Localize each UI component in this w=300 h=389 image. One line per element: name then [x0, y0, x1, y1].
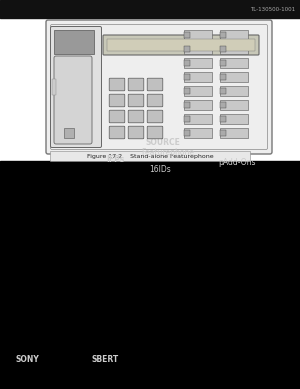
Bar	[220, 116, 226, 122]
Bar	[220, 114, 248, 124]
Bar	[220, 86, 248, 96]
Bar	[184, 72, 212, 82]
FancyBboxPatch shape	[128, 110, 144, 123]
Bar	[184, 46, 190, 52]
Bar	[184, 100, 212, 110]
Text: 16IDs: 16IDs	[149, 165, 171, 173]
Bar	[184, 60, 190, 66]
Text: TL-130500-1001: TL-130500-1001	[250, 7, 295, 12]
Bar	[184, 88, 190, 94]
Bar	[184, 102, 190, 108]
Text: pAdd-Ons: pAdd-Ons	[218, 158, 256, 166]
FancyBboxPatch shape	[147, 78, 163, 91]
Bar	[220, 46, 226, 52]
Bar	[220, 32, 226, 38]
FancyBboxPatch shape	[109, 110, 125, 123]
Bar	[184, 116, 190, 122]
Bar	[107, 39, 255, 51]
Bar	[0, 161, 300, 389]
Text: Featurephone: Featurephone	[142, 147, 194, 156]
Bar	[184, 114, 212, 124]
Bar	[54, 30, 94, 54]
Bar	[220, 74, 226, 80]
FancyBboxPatch shape	[109, 78, 125, 91]
FancyBboxPatch shape	[50, 26, 101, 147]
Text: SOURCE: SOURCE	[146, 137, 180, 147]
FancyBboxPatch shape	[147, 110, 163, 123]
Bar	[184, 58, 212, 68]
FancyBboxPatch shape	[46, 20, 272, 154]
Bar	[220, 44, 248, 54]
FancyBboxPatch shape	[128, 78, 144, 91]
Bar	[220, 100, 248, 110]
Bar	[220, 102, 226, 108]
Bar	[220, 30, 248, 40]
Bar	[220, 58, 248, 68]
Text: SONY: SONY	[15, 356, 39, 364]
Bar	[52, 79, 56, 95]
Bar	[184, 74, 190, 80]
Bar	[220, 60, 226, 66]
FancyBboxPatch shape	[128, 94, 144, 107]
Bar	[0, 18, 300, 169]
FancyBboxPatch shape	[54, 56, 92, 144]
FancyBboxPatch shape	[147, 126, 163, 139]
Bar	[220, 130, 226, 136]
Bar	[50, 151, 250, 161]
Bar	[184, 128, 212, 138]
Text: Figure 17.2    Stand-alone Featurephone: Figure 17.2 Stand-alone Featurephone	[87, 154, 213, 158]
FancyBboxPatch shape	[109, 126, 125, 139]
Bar	[184, 30, 212, 40]
FancyBboxPatch shape	[50, 25, 268, 149]
Text: IFPs: IFPs	[106, 154, 124, 163]
Bar	[0, 0, 300, 18]
Text: SBERT: SBERT	[92, 356, 118, 364]
FancyBboxPatch shape	[109, 94, 125, 107]
FancyBboxPatch shape	[147, 94, 163, 107]
Bar	[184, 86, 212, 96]
Bar	[64, 128, 74, 138]
Bar	[184, 130, 190, 136]
Bar	[184, 44, 212, 54]
FancyBboxPatch shape	[128, 126, 144, 139]
Bar	[220, 128, 248, 138]
Bar	[184, 32, 190, 38]
Bar	[220, 72, 248, 82]
FancyBboxPatch shape	[103, 35, 259, 55]
Bar	[220, 88, 226, 94]
